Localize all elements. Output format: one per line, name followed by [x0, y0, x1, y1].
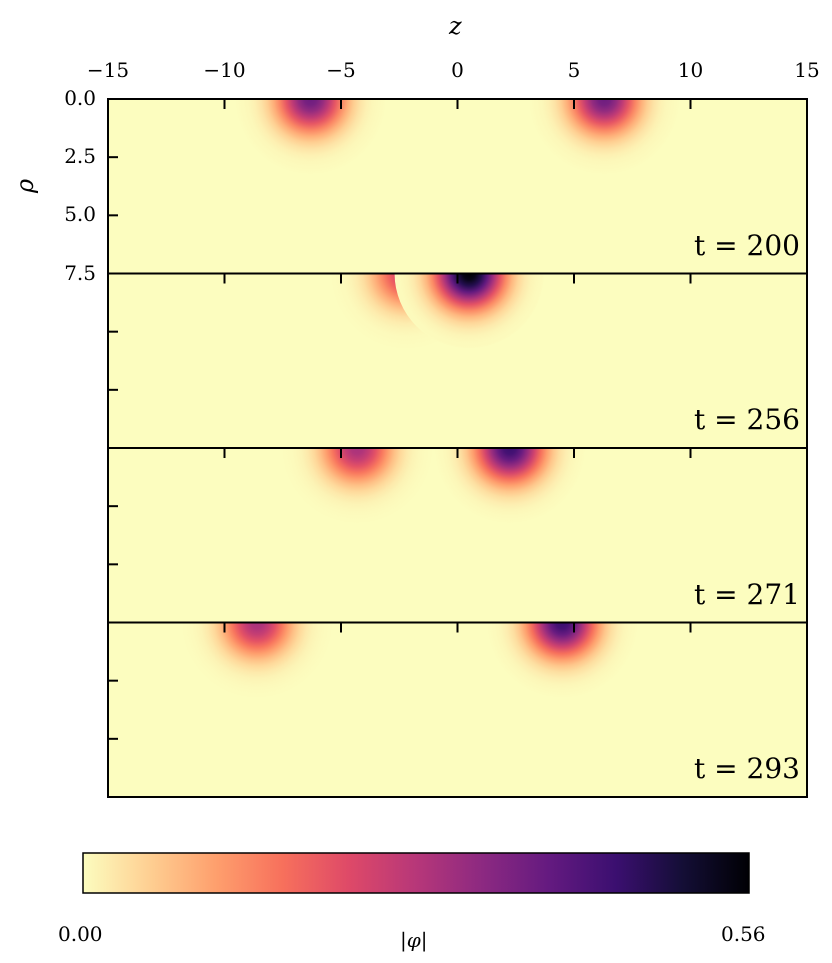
panel-2-blobs	[282, 448, 585, 523]
x-tick-label: −5	[326, 58, 356, 82]
panel-time-label: t = 200	[694, 228, 800, 262]
field-blob	[182, 622, 332, 698]
panel-background	[108, 99, 807, 274]
y-tick-label: 5.0	[64, 202, 96, 227]
panel-0-blobs	[236, 99, 679, 174]
field-blob	[435, 448, 585, 523]
y-tick-label: 7.5	[64, 260, 96, 285]
field-blob	[394, 273, 544, 349]
x-tick-label: −15	[86, 58, 130, 82]
x-tick-label: 0	[451, 58, 464, 82]
y-axis-label: ρ	[11, 178, 40, 194]
field-blob	[236, 99, 386, 174]
colorbar-max-label: 0.56	[721, 922, 766, 946]
field-blob	[487, 622, 637, 698]
panel-3-blobs	[182, 622, 637, 698]
x-tick-label: 5	[567, 58, 581, 82]
panel-time-label: t = 271	[694, 577, 800, 611]
field-blob	[529, 99, 679, 174]
x-axis-label: z	[449, 12, 462, 40]
panel-1-blobs	[331, 273, 544, 349]
field-blob	[282, 448, 432, 523]
colorbar-label: |φ|	[400, 928, 428, 952]
colorbar	[82, 852, 750, 894]
colorbar-min-label: 0.00	[58, 922, 103, 946]
x-tick-label: −10	[203, 58, 246, 82]
x-tick-label: 15	[794, 58, 820, 82]
x-tick-label: 10	[677, 58, 704, 82]
y-tick-label: 2.5	[64, 144, 96, 169]
panel-time-label: t = 256	[694, 403, 800, 436]
y-tick-label: 0.0	[64, 86, 96, 110]
panel-time-label: t = 293	[694, 752, 800, 785]
